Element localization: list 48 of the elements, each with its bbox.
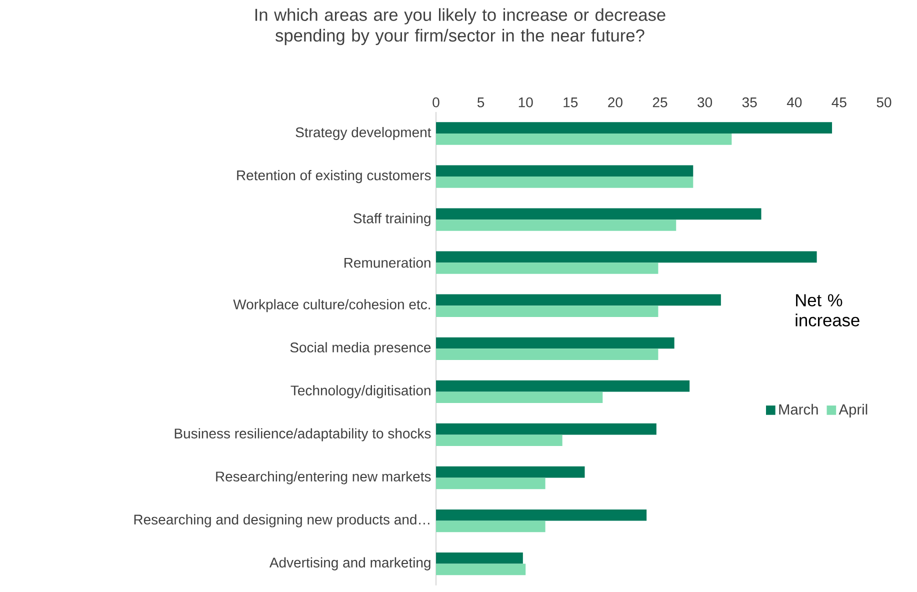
annotation: Net % increase: [796, 294, 860, 326]
y-tick-label: Staff training: [354, 213, 430, 226]
bar: [436, 251, 817, 263]
bar: [436, 552, 523, 564]
chart-title: In which areas are you likely to increase or decrease spending by your firm/sector in the near future?: [255, 8, 666, 46]
x-tick-label: 25: [652, 97, 668, 108]
x-tick-label: 15: [564, 98, 578, 108]
y-tick-label: Business resilience/adaptability to shocks: [174, 428, 431, 442]
bar: [436, 306, 658, 317]
x-tick-label: 20: [608, 97, 622, 108]
y-tick-label: Social media presence: [290, 342, 431, 356]
bar: [436, 294, 721, 306]
x-tick-label: 0: [432, 97, 440, 108]
y-tick-label: Researching/entering new markets: [216, 471, 431, 484]
bar: [436, 176, 694, 188]
y-tick-label: Workplace culture/cohesion etc.: [233, 299, 430, 312]
legend-label: April: [838, 404, 868, 418]
x-tick-label: 45: [832, 98, 846, 108]
y-tick-label: Advertising and marketing: [269, 557, 430, 570]
y-tick-label: Remuneration: [344, 257, 430, 268]
x-tick-label: 40: [786, 97, 802, 108]
bar: [436, 134, 732, 145]
bar: [436, 466, 585, 478]
y-tick-label: Researching and designing new products and…: [134, 514, 430, 528]
bar: [436, 208, 762, 220]
y-tick-label: Strategy development: [296, 126, 432, 140]
x-tick-label: 50: [876, 97, 892, 108]
x-tick-label: 10: [518, 97, 533, 108]
bar: [436, 392, 603, 404]
bar: [436, 122, 832, 134]
y-tick-label: Technology/digitisation: [290, 385, 430, 398]
bar: [436, 337, 674, 349]
x-tick-label: 30: [698, 97, 712, 108]
legend-label: March: [779, 404, 818, 415]
x-tick-label: 5: [477, 98, 484, 108]
bar: [436, 423, 656, 435]
bar: [436, 220, 676, 231]
y-tick-label: Retention of existing customers: [237, 170, 431, 184]
bar: [436, 348, 658, 360]
x-tick-label: 35: [742, 97, 757, 108]
bar: [436, 434, 562, 446]
bar: [436, 509, 647, 521]
bar: [436, 478, 546, 490]
bar: [436, 564, 526, 576]
bar: [436, 380, 690, 392]
bar: [436, 262, 658, 274]
bar: [436, 520, 546, 532]
bar: [436, 165, 694, 177]
